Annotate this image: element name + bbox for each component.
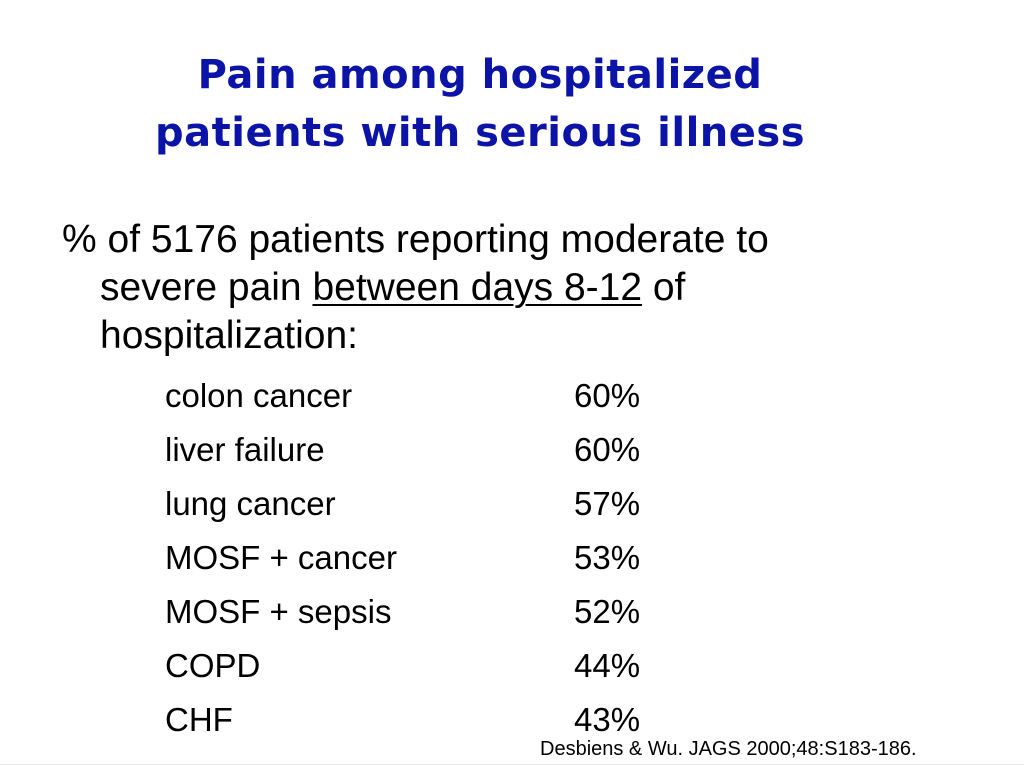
pain-percent: 60% [574,431,641,468]
pain-percent: 52% [574,593,641,630]
list-item: colon cancer 60% [165,374,725,428]
condition-name: MOSF + sepsis [165,593,392,630]
intro-line-3: hospitalization: [100,314,358,357]
list-item: lung cancer 57% [165,482,725,536]
list-item: MOSF + sepsis 52% [165,590,725,644]
condition-name: MOSF + cancer [165,539,397,576]
slide-title-line-2: patients with serious illness [154,110,806,156]
pain-percent: 43% [574,701,641,738]
condition-name: liver failure [165,431,325,468]
condition-name: colon cancer [165,377,353,414]
list-item: COPD 44% [165,644,725,698]
condition-name: COPD [165,647,261,684]
pain-percent: 44% [574,647,641,684]
condition-name: lung cancer [165,485,336,522]
condition-pain-list: colon cancer 60% liver failure 60% lung … [165,374,725,752]
intro-underlined-phrase: between days 8-12 [312,266,643,309]
intro-line-2: severe pain between days 8-12 of [62,264,962,312]
list-item: CHF 43% [165,698,725,752]
list-item: liver failure 60% [165,428,725,482]
list-item: MOSF + cancer 53% [165,536,725,590]
intro-paragraph: % of 5176 patients reporting moderate to… [62,216,962,360]
citation: Desbiens & Wu. JAGS 2000;48:S183-186. [540,738,917,760]
slide-title-line-1: Pain among hospitalized [197,52,763,98]
pain-percent: 57% [574,485,641,522]
intro-line-1: % of 5176 patients reporting moderate to [62,218,769,261]
condition-name: CHF [165,701,233,738]
intro-line-2-end: of [642,266,686,309]
pain-percent: 60% [574,377,641,414]
intro-line-2-start: severe pain [100,266,313,309]
bottom-divider [0,764,1024,765]
pain-percent: 53% [574,539,641,576]
slide-title: Pain among hospitalized patients with se… [0,46,960,162]
